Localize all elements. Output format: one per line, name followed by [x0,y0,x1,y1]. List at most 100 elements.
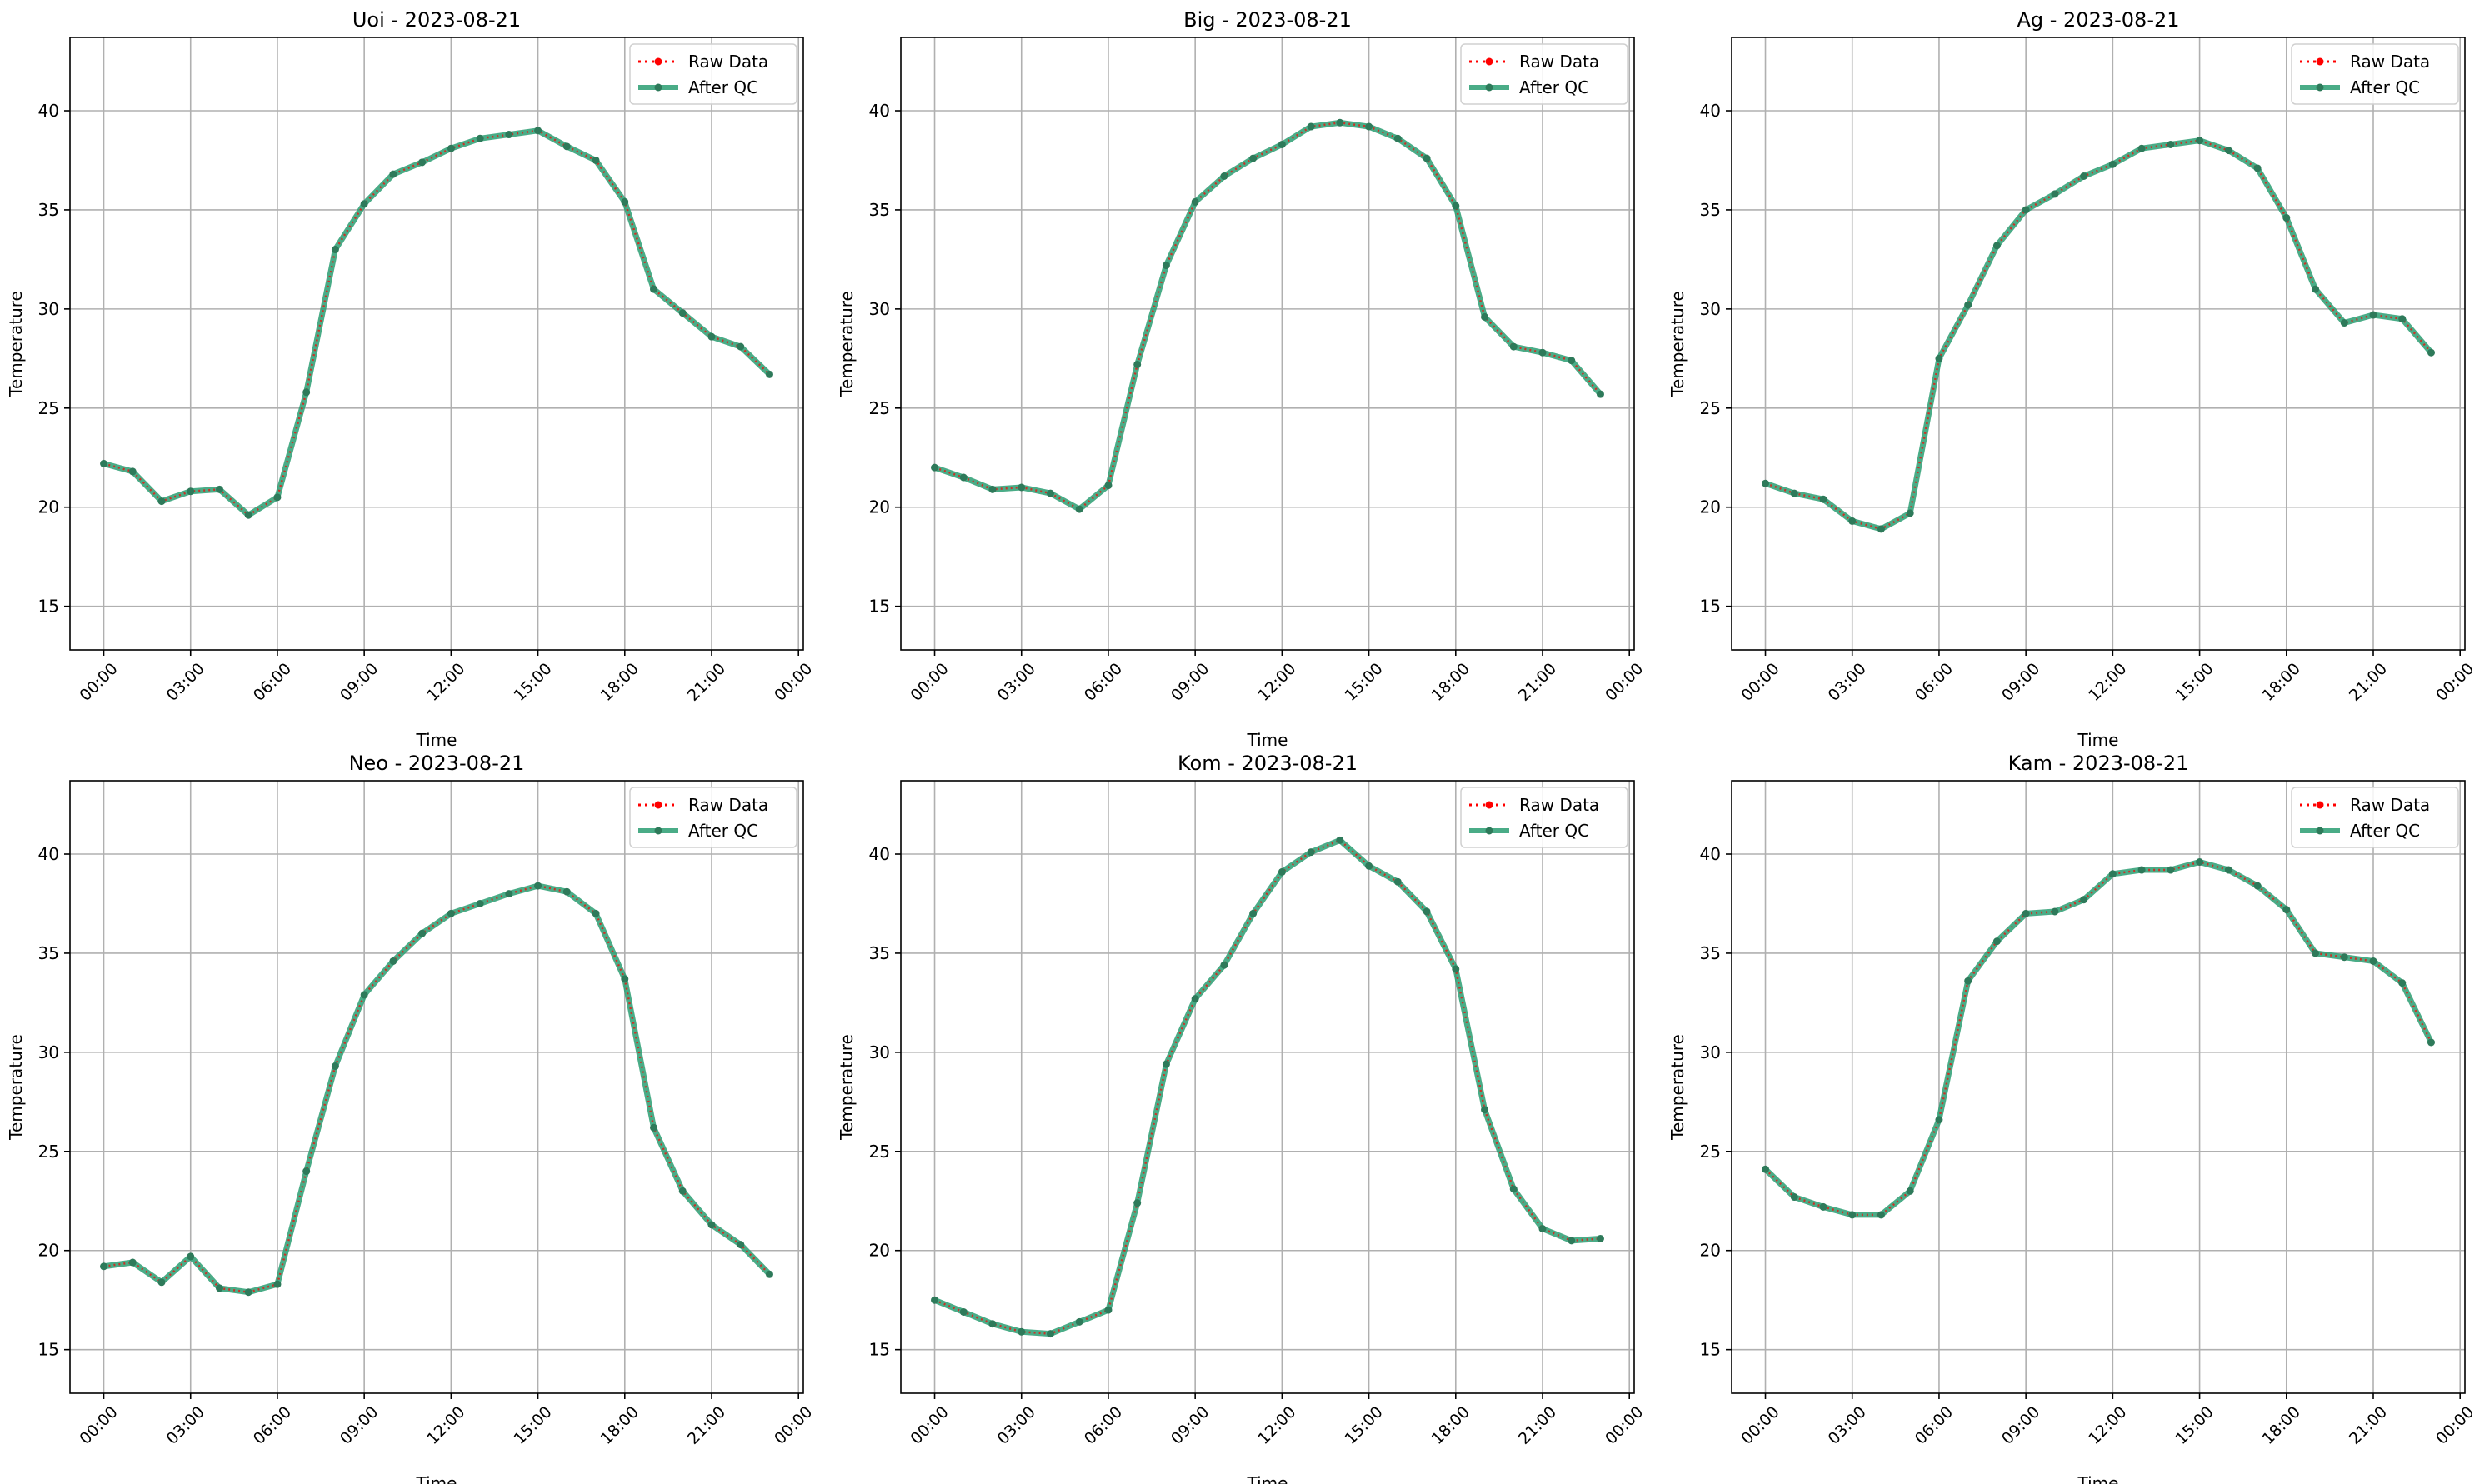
x-axis-label: Time [2078,1473,2119,1484]
after-qc-point [562,887,571,896]
after-qc-point [1336,118,1344,127]
after-qc-point [1790,489,1798,497]
subplot-title: Neo - 2023-08-21 [349,752,525,775]
after-qc-point [959,1307,968,1316]
after-qc-point [1422,154,1431,162]
y-tick-label: 40 [1700,844,1721,864]
y-tick-label: 30 [38,1042,59,1062]
after-qc-point [1452,965,1460,973]
after-qc-point [1307,848,1315,857]
after-qc-point [1568,357,1576,365]
x-tick-label: 12:00 [2085,1403,2130,1448]
y-tick-label: 20 [869,497,890,517]
series-raw-data-line [1764,861,2432,1217]
after-qc-point [1075,505,1083,513]
after-qc-point [678,309,687,317]
legend-label-raw: Raw Data [2350,52,2430,72]
after-qc-point [331,246,339,254]
subplot-2: 00:00 03:00 06:00 09:00 12:00 15:00 18:00 21:00… [837,8,1647,750]
x-tick-label: 00:00 [1602,660,1647,705]
y-tick-label: 15 [38,1340,59,1360]
after-qc-point [621,197,629,206]
after-qc-point [1393,134,1402,142]
after-qc-point [244,1288,252,1297]
legend-qc-marker [2316,83,2324,92]
after-qc-point [2253,882,2262,890]
after-qc-point [2427,1038,2435,1047]
legend-label-raw: Raw Data [1519,52,1599,72]
after-qc-point [2253,164,2262,172]
y-tick-label: 20 [38,1241,59,1261]
x-tick-label: 00:00 [76,1403,121,1448]
y-tick-label: 40 [38,844,59,864]
after-qc-point [2224,147,2232,155]
x-tick-label: 12:00 [423,1403,468,1448]
after-qc-point [1162,262,1170,270]
after-qc-point [1191,995,1199,1003]
y-tick-label: 35 [1700,200,1721,220]
x-tick-label: 06:00 [1081,1403,1126,1448]
after-qc-point [2022,206,2030,214]
y-tick-label: 35 [38,943,59,963]
x-tick-label: 00:00 [907,660,952,705]
x-tick-label: 09:00 [1168,660,1212,705]
x-tick-label: 00:00 [1602,1403,1647,1448]
after-qc-point [447,144,455,152]
after-qc-point [708,1221,716,1229]
legend: Raw Data After QC [629,787,798,848]
series-after-qc-line [103,882,772,1296]
after-qc-point [1422,907,1431,916]
after-qc-point [1104,1306,1112,1314]
legend-raw-marker [2316,801,2324,809]
after-qc-point [765,370,773,378]
after-qc-point [331,1062,339,1071]
y-tick-label: 25 [38,398,59,418]
series-after-qc-line [933,119,1603,512]
y-tick-label: 20 [1700,497,1721,517]
y-axis-label: Temperature [837,291,857,397]
x-axis-label: Time [2078,730,2119,750]
after-qc-point [1762,479,1770,487]
after-qc-point [215,1284,223,1292]
legend-label-raw: Raw Data [2350,795,2430,815]
after-qc-point [2051,190,2059,198]
after-qc-point [534,882,542,890]
series-after-qc-line [1763,859,2434,1218]
x-tick-label: 12:00 [1254,660,1299,705]
series-raw-data-line [934,122,1602,511]
after-qc-point [1278,140,1286,148]
after-qc-point [1018,483,1026,492]
after-qc-point [1906,1187,1914,1195]
after-qc-point [187,487,195,496]
after-qc-point [100,1262,108,1271]
legend: Raw Data After QC [2291,787,2459,848]
after-qc-point [1452,202,1460,210]
subplot-title: Kam - 2023-08-21 [2008,752,2189,775]
x-tick-label: 00:00 [1738,660,1782,705]
after-qc-point [389,170,398,178]
x-axis-label: Time [416,730,458,750]
y-tick-label: 15 [869,597,890,617]
legend: Raw Data After QC [629,43,798,105]
x-tick-label: 00:00 [76,660,121,705]
axes-frame [900,780,1635,1394]
legend-raw-marker [1485,57,1493,66]
x-axis-label: Time [416,1473,458,1484]
after-qc-point [1509,342,1518,351]
after-qc-point [2138,144,2146,152]
x-tick-label: 15:00 [1341,1403,1386,1448]
after-qc-point [2108,160,2117,168]
x-tick-label: 06:00 [250,660,295,705]
y-tick-label: 35 [1700,943,1721,963]
y-tick-label: 35 [869,200,890,220]
after-qc-point [187,1252,195,1261]
x-tick-label: 12:00 [1254,1403,1299,1448]
y-tick-label: 30 [1700,299,1721,319]
x-axis-label: Time [1247,730,1288,750]
after-qc-point [1481,312,1489,321]
after-qc-point [418,158,427,167]
x-tick-label: 21:00 [1515,660,1560,705]
x-tick-label: 00:00 [2432,660,2478,705]
y-tick-label: 20 [1700,1241,1721,1261]
